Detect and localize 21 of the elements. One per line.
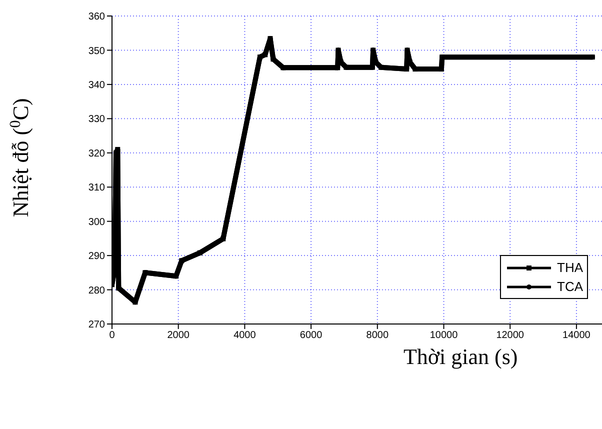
x-axis-title: Thời gian (s) — [403, 344, 518, 369]
x-tick-label: 8000 — [366, 330, 389, 342]
y-tick-label: 290 — [88, 251, 106, 262]
y-tick-label: 360 — [88, 12, 106, 23]
legend-label: THA — [557, 259, 583, 277]
y-tick-label: 350 — [88, 46, 106, 57]
x-tick-label: 14000 — [562, 330, 591, 342]
y-tick-label: 270 — [88, 320, 106, 331]
y-tick-label: 340 — [88, 80, 106, 91]
y-tick-label: 320 — [88, 148, 106, 160]
x-tick-label: 10000 — [430, 330, 458, 342]
y-tick-label: 300 — [88, 216, 106, 228]
x-tick-label: 0 — [109, 330, 116, 342]
x-tick-label: 12000 — [496, 330, 524, 342]
legend-label: TCA — [557, 278, 583, 296]
y-tick-label: 310 — [88, 182, 106, 194]
x-tick-label: 6000 — [300, 330, 323, 342]
x-tick-label: 4000 — [234, 330, 256, 342]
x-tick-label: 2000 — [167, 330, 190, 342]
y-tick-label: 330 — [88, 114, 106, 126]
y-tick-label: 280 — [88, 285, 106, 296]
